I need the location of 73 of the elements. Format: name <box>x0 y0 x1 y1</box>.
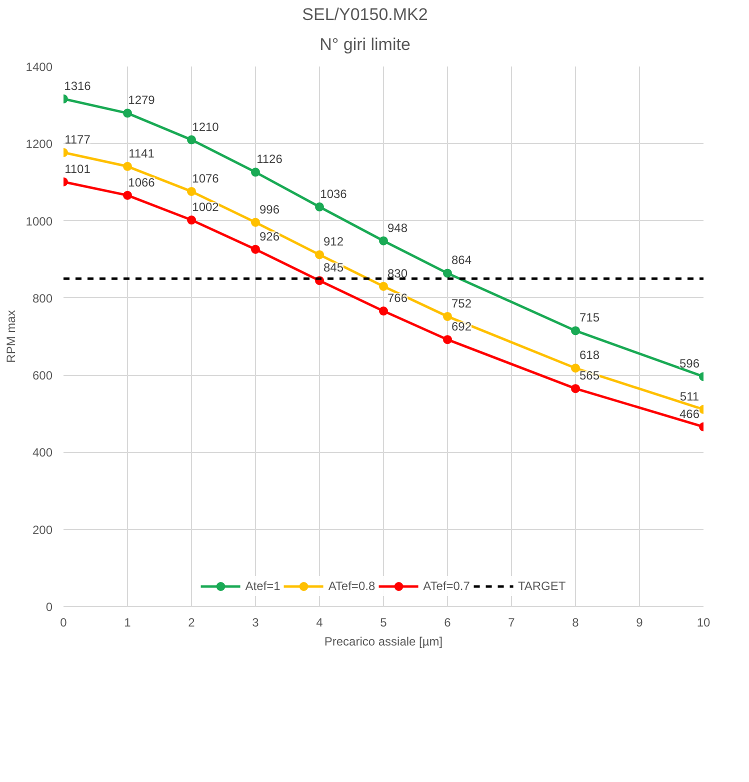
x-tick-label: 8 <box>572 615 580 630</box>
data-label: 996 <box>259 202 280 216</box>
data-label: 1076 <box>192 171 220 186</box>
data-label: 1210 <box>192 120 220 134</box>
x-tick-label: 1 <box>124 615 132 630</box>
data-label: 752 <box>451 296 472 310</box>
data-label: 948 <box>387 220 408 235</box>
data-label: 1066 <box>128 175 156 190</box>
data-label: 830 <box>387 266 408 280</box>
point <box>571 384 580 393</box>
data-label: 1279 <box>128 92 156 107</box>
data-label: 1316 <box>64 78 92 93</box>
y-tick-label: 400 <box>32 445 53 460</box>
y-tick-label: 1200 <box>26 136 53 151</box>
data-label: 1002 <box>192 200 220 214</box>
data-label: 466 <box>679 406 700 421</box>
x-tick-label: 6 <box>444 615 452 630</box>
data-label: 511 <box>680 389 700 404</box>
data-label: 715 <box>579 310 600 324</box>
point <box>123 162 132 171</box>
legend-label: ATef=0.7 <box>423 578 470 593</box>
data-label: 766 <box>387 290 408 305</box>
y-tick-label: 200 <box>32 522 53 537</box>
data-label: 1177 <box>64 132 91 146</box>
chart-title: SEL/Y0150.MK2 N° giri limite <box>302 5 428 56</box>
point <box>443 268 452 278</box>
y-axis-title: RPM max <box>4 310 18 363</box>
x-tick-label: 9 <box>636 615 644 630</box>
point <box>251 218 260 227</box>
data-label: 926 <box>259 229 280 244</box>
point <box>443 334 452 344</box>
point <box>571 363 580 372</box>
data-label: 864 <box>451 253 472 268</box>
x-tick-label: 4 <box>316 615 324 630</box>
point <box>571 326 580 335</box>
point <box>251 167 260 176</box>
point <box>187 135 196 144</box>
point <box>379 306 388 316</box>
legend-label: Atef=1 <box>245 578 280 593</box>
data-label: 845 <box>323 260 344 274</box>
x-tick-label: 0 <box>60 615 68 630</box>
point <box>187 215 196 224</box>
data-label: 1101 <box>64 162 91 176</box>
y-tick-label: 800 <box>32 291 53 306</box>
point <box>379 282 388 291</box>
y-tick-label: 1000 <box>26 214 53 228</box>
legend-label: TARGET <box>518 578 566 593</box>
point <box>443 312 452 321</box>
data-label: 692 <box>451 319 472 334</box>
data-label: 1141 <box>128 146 155 160</box>
x-tick-label: 5 <box>380 615 388 630</box>
data-label: 596 <box>679 356 700 370</box>
x-axis-title: Precarico assiale [µm] <box>324 634 443 648</box>
point <box>379 236 388 246</box>
data-label: 565 <box>579 368 600 382</box>
data-label: 912 <box>323 234 344 249</box>
data-label: 1036 <box>320 186 348 201</box>
point <box>251 244 260 254</box>
point <box>123 190 132 200</box>
data-label: 618 <box>579 348 600 362</box>
point <box>187 186 196 196</box>
x-tick-label: 7 <box>508 615 516 630</box>
data-label: 1126 <box>256 152 283 166</box>
x-tick-label: 10 <box>696 615 710 630</box>
point <box>123 108 132 118</box>
y-tick-label: 0 <box>46 600 53 614</box>
legend-label: ATef=0.8 <box>328 578 376 593</box>
point <box>315 250 324 259</box>
y-tick-label: 600 <box>32 368 53 382</box>
point <box>315 202 324 212</box>
x-tick-label: 3 <box>252 615 260 630</box>
x-tick-label: 2 <box>188 615 196 630</box>
y-tick-label: 1400 <box>26 60 53 74</box>
